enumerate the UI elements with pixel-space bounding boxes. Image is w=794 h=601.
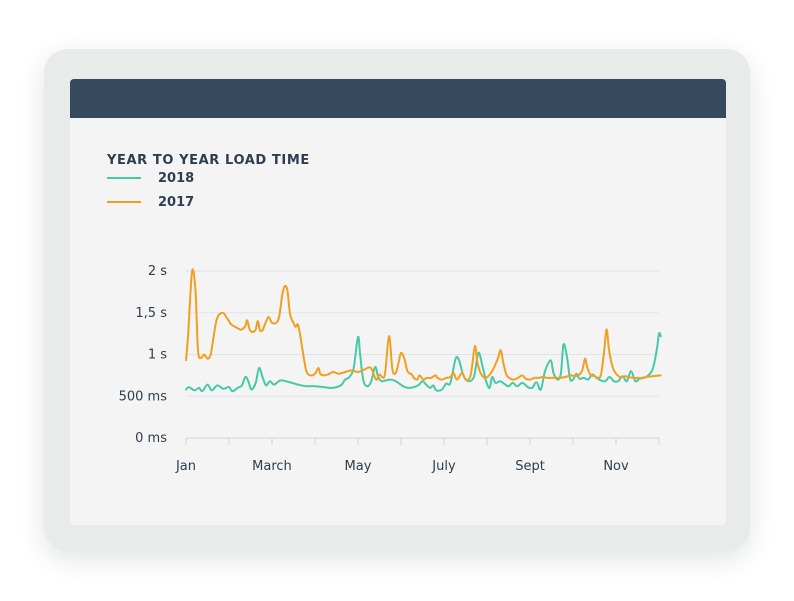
legend-item-2017: 2017 bbox=[107, 194, 194, 210]
y-tick-label: 1 s bbox=[148, 348, 167, 363]
line-chart: 0 ms 500 ms 1 s 1,5 s 2 s Jan March May July Sept… bbox=[119, 264, 662, 474]
y-tick-label: 500 ms bbox=[119, 389, 168, 404]
y-tick-label: 2 s bbox=[148, 264, 167, 279]
x-tick-label: May bbox=[345, 459, 372, 474]
legend-label-2018: 2018 bbox=[158, 170, 195, 186]
x-tick-label: Nov bbox=[603, 459, 629, 474]
y-tick-label: 1,5 s bbox=[135, 306, 167, 321]
series-line-2017 bbox=[185, 268, 662, 381]
x-tick-label: March bbox=[252, 459, 292, 474]
legend-label-2017: 2017 bbox=[158, 194, 195, 210]
legend-swatch-2017 bbox=[107, 201, 141, 203]
device-frame: YEAR TO YEAR LOAD TIME 2018 2017 0 ms 500… bbox=[44, 49, 750, 551]
x-tick-label: Jan bbox=[175, 459, 196, 474]
legend-swatch-2018 bbox=[107, 177, 141, 179]
screen: YEAR TO YEAR LOAD TIME 2018 2017 0 ms 500… bbox=[70, 79, 726, 525]
x-tick-label: July bbox=[431, 459, 456, 474]
series-line-2018 bbox=[185, 332, 662, 393]
x-tick-label: Sept bbox=[515, 459, 545, 474]
legend-item-2018: 2018 bbox=[107, 170, 194, 186]
y-tick-label: 0 ms bbox=[135, 431, 167, 446]
header-bar bbox=[70, 79, 726, 118]
chart-title: YEAR TO YEAR LOAD TIME bbox=[107, 153, 310, 168]
